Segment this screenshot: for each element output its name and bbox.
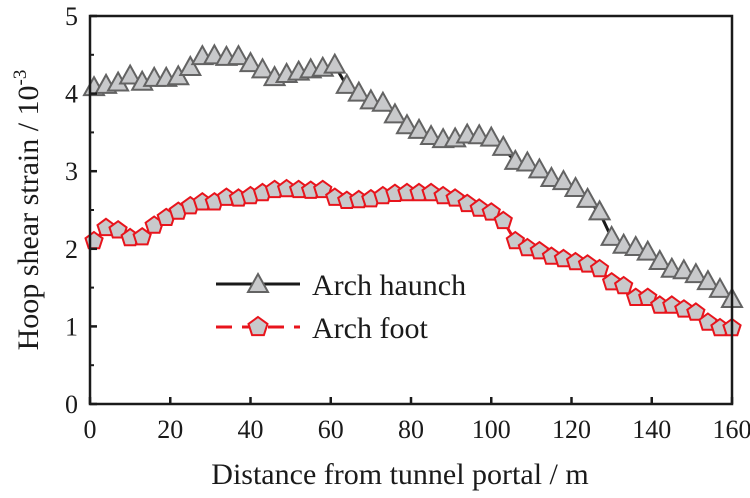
arch-haunch-point xyxy=(708,276,732,298)
arch-foot-point xyxy=(493,210,513,230)
arch-haunch-point xyxy=(335,72,359,94)
y-tick-label: 2 xyxy=(65,235,78,264)
x-tick-label: 100 xyxy=(472,415,511,444)
x-tick-label: 80 xyxy=(398,415,424,444)
arch-haunch-point xyxy=(323,52,347,74)
legend-haunch-label: Arch haunch xyxy=(312,269,466,302)
x-tick-label: 120 xyxy=(552,415,591,444)
arch-haunch-point xyxy=(515,150,540,172)
series-line-arch-haunch xyxy=(93,54,733,302)
legend-haunch-marker xyxy=(246,271,270,293)
arch-haunch-point xyxy=(587,199,612,221)
arch-haunch-point xyxy=(118,63,142,85)
legend: Arch haunch Arch foot xyxy=(216,269,466,345)
x-tick-label: 0 xyxy=(84,415,97,444)
x-tick-label: 20 xyxy=(157,415,183,444)
arch-haunch-point xyxy=(383,102,407,124)
arch-haunch-point xyxy=(539,165,564,187)
legend-foot-label: Arch foot xyxy=(312,312,428,345)
y-tick-label: 4 xyxy=(65,80,78,109)
arch-haunch-point xyxy=(419,123,443,146)
y-tick-label: 1 xyxy=(65,312,78,341)
arch-haunch-point xyxy=(491,134,515,156)
arch-haunch-point xyxy=(479,125,503,147)
y-tick-label: 0 xyxy=(65,390,78,419)
arch-haunch-point xyxy=(624,234,648,257)
arch-haunch-point xyxy=(395,113,419,135)
arch-haunch-point xyxy=(648,248,672,270)
arch-foot-point xyxy=(613,275,634,295)
x-axis-label: Distance from tunnel portal / m xyxy=(211,458,588,491)
y-axis-label: Hoop shear strain / 10-3 xyxy=(10,70,45,351)
legend-foot-marker xyxy=(247,315,269,337)
arch-haunch-point xyxy=(238,51,263,73)
x-tick-label: 60 xyxy=(318,415,344,444)
arch-haunch-point xyxy=(347,80,371,102)
x-tick-label: 140 xyxy=(632,415,671,444)
arch-haunch-point xyxy=(250,57,275,79)
arch-haunch-point xyxy=(696,269,720,291)
arch-haunch-point xyxy=(527,157,552,179)
x-tick-label: 40 xyxy=(238,415,264,444)
arch-haunch-point xyxy=(407,117,431,139)
arch-haunch-point xyxy=(226,44,251,66)
arch-haunch-point xyxy=(551,169,576,191)
y-tick-label: 3 xyxy=(65,157,78,186)
arch-haunch-point xyxy=(371,90,395,112)
arch-haunch-point xyxy=(599,224,624,246)
arch-haunch-point xyxy=(684,262,708,284)
arch-foot-point xyxy=(481,202,501,221)
arch-haunch-point xyxy=(178,54,203,76)
arch-haunch-point xyxy=(575,186,600,208)
x-tick-label: 160 xyxy=(713,415,750,444)
y-tick-label: 5 xyxy=(65,2,78,31)
arch-haunch-point xyxy=(636,239,660,261)
arch-foot-point xyxy=(589,258,610,278)
arch-foot-point xyxy=(686,302,706,321)
arch-haunch-point xyxy=(672,258,696,280)
arch-haunch-point xyxy=(563,175,588,198)
